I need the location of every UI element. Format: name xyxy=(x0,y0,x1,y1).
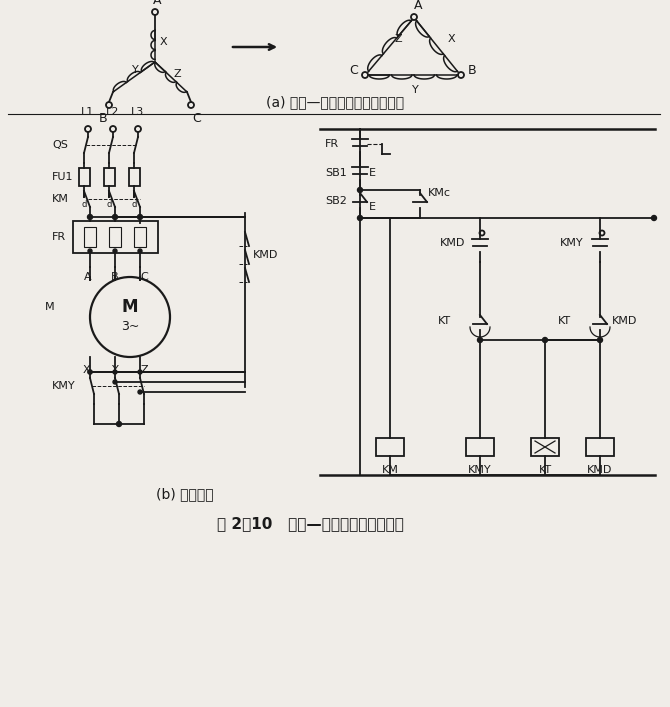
Bar xyxy=(103,168,115,186)
Text: M: M xyxy=(46,302,55,312)
Text: B: B xyxy=(98,112,107,125)
Text: KMD: KMD xyxy=(588,465,612,475)
Text: KT: KT xyxy=(539,465,551,475)
Text: C: C xyxy=(349,64,358,76)
Text: C: C xyxy=(193,112,202,125)
Text: Y: Y xyxy=(411,85,418,95)
Text: KT: KT xyxy=(438,316,451,326)
Circle shape xyxy=(358,187,362,192)
Bar xyxy=(78,168,90,186)
Circle shape xyxy=(88,214,92,219)
Bar xyxy=(129,168,139,186)
Text: Y: Y xyxy=(112,365,119,375)
Text: X: X xyxy=(448,34,456,44)
Bar xyxy=(109,227,121,247)
Text: Z: Z xyxy=(173,69,181,79)
Text: B: B xyxy=(468,64,476,76)
Circle shape xyxy=(543,337,547,342)
Bar xyxy=(73,221,158,253)
Circle shape xyxy=(113,380,117,384)
Circle shape xyxy=(598,337,602,342)
Bar xyxy=(376,438,404,456)
Text: d: d xyxy=(81,200,86,209)
Text: d: d xyxy=(107,200,112,209)
Circle shape xyxy=(113,249,117,253)
Bar xyxy=(531,438,559,456)
Text: Y: Y xyxy=(132,65,139,75)
Circle shape xyxy=(88,370,92,374)
Text: X: X xyxy=(160,37,168,47)
Text: QS: QS xyxy=(52,140,68,150)
Text: KM: KM xyxy=(381,465,399,475)
Text: KM: KM xyxy=(52,194,69,204)
Text: d: d xyxy=(131,200,137,209)
Text: KT: KT xyxy=(558,316,571,326)
Bar xyxy=(466,438,494,456)
Circle shape xyxy=(113,214,117,219)
Text: FR: FR xyxy=(325,139,339,149)
Circle shape xyxy=(138,370,142,374)
Text: 3~: 3~ xyxy=(121,320,139,334)
Text: KMD: KMD xyxy=(253,250,278,260)
Text: (b) 控制线路: (b) 控制线路 xyxy=(156,487,214,501)
Text: Z: Z xyxy=(140,365,148,375)
Text: FU1: FU1 xyxy=(52,172,74,182)
Text: C: C xyxy=(140,272,148,282)
Text: Z: Z xyxy=(395,34,402,44)
Text: SB2: SB2 xyxy=(325,196,347,206)
Text: X: X xyxy=(82,365,90,375)
Text: B: B xyxy=(111,272,119,282)
Text: 图 2－10   星形—三角形启动控刻线路: 图 2－10 星形—三角形启动控刻线路 xyxy=(216,517,403,532)
Text: FR: FR xyxy=(52,232,66,242)
Bar xyxy=(134,227,146,247)
Text: KMY: KMY xyxy=(52,381,76,391)
Text: KMY: KMY xyxy=(468,465,492,475)
Text: KMY: KMY xyxy=(560,238,584,248)
Text: KMD: KMD xyxy=(440,238,466,248)
Text: A: A xyxy=(414,0,422,12)
Circle shape xyxy=(117,421,121,426)
Text: E: E xyxy=(369,168,376,178)
Circle shape xyxy=(88,249,92,253)
Circle shape xyxy=(138,390,142,394)
Bar xyxy=(84,227,96,247)
Text: L3: L3 xyxy=(131,107,145,117)
Text: L1: L1 xyxy=(81,107,94,117)
Text: A: A xyxy=(84,272,92,282)
Text: KMc: KMc xyxy=(428,188,451,198)
Circle shape xyxy=(651,216,657,221)
Text: E: E xyxy=(369,202,376,212)
Text: M: M xyxy=(122,298,138,316)
Circle shape xyxy=(358,216,362,221)
Circle shape xyxy=(113,370,117,374)
Text: KMD: KMD xyxy=(612,316,637,326)
Circle shape xyxy=(138,249,142,253)
Circle shape xyxy=(88,370,92,374)
Circle shape xyxy=(137,214,143,219)
Text: A: A xyxy=(153,0,161,7)
Circle shape xyxy=(478,337,482,342)
Text: (a) 星形—三角形转换绕组连接图: (a) 星形—三角形转换绕组连接图 xyxy=(266,95,404,109)
Text: SB1: SB1 xyxy=(325,168,347,178)
Text: L2: L2 xyxy=(107,107,120,117)
Bar xyxy=(586,438,614,456)
